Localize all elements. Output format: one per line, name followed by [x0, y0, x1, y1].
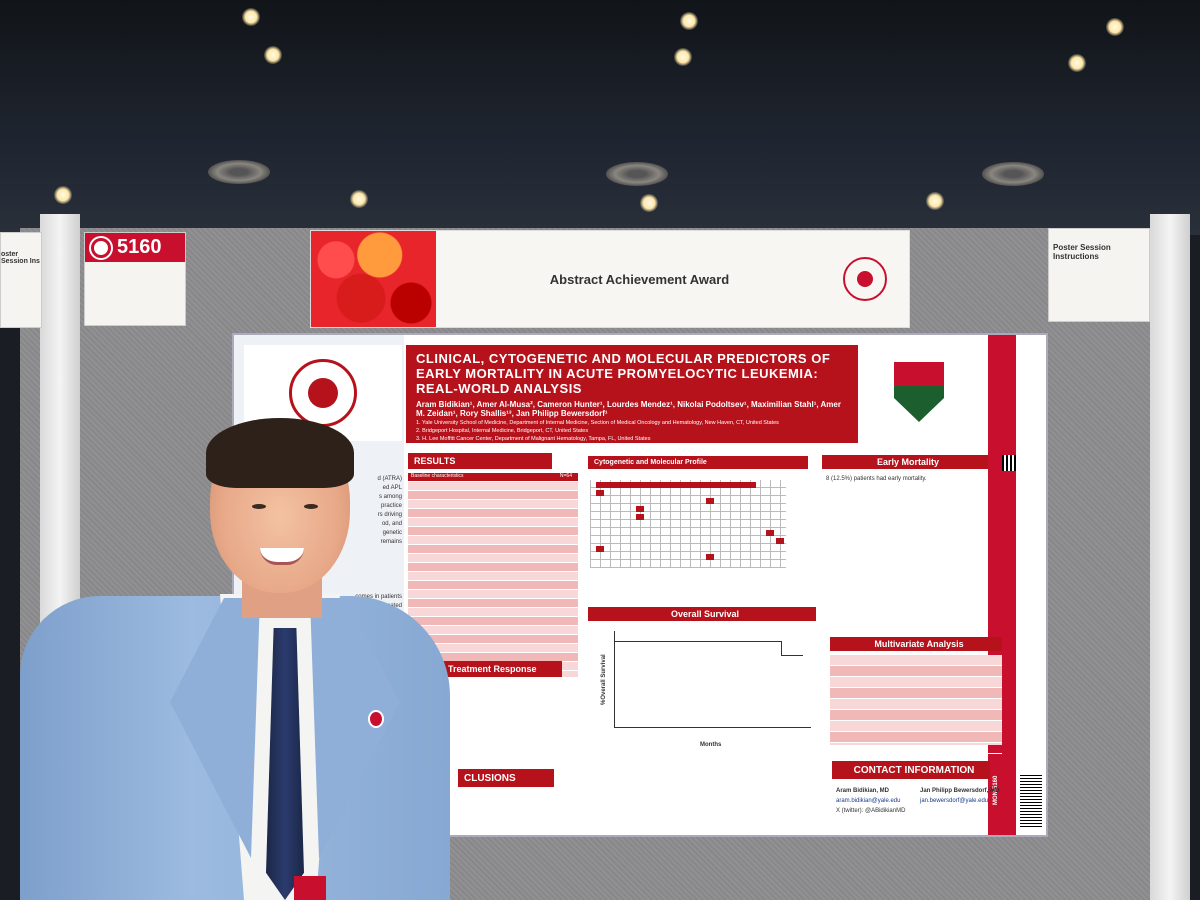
ceiling-light [680, 12, 698, 30]
ceiling-light [926, 192, 944, 210]
yale-crest [864, 349, 974, 435]
eye-icon [304, 504, 318, 509]
ceiling-light [54, 186, 72, 204]
contact-email-2[interactable]: jan.bewersdorf@yale.edu [920, 798, 989, 804]
contact-email-1[interactable]: aram.bidikian@yale.edu [836, 798, 901, 804]
blood-cells-graphic [311, 231, 436, 327]
shield-icon [894, 362, 944, 422]
baseline-header: Baseline characteristics N=64 [408, 473, 578, 482]
lapel-pin-icon [368, 710, 384, 728]
lanyard-badge [294, 876, 326, 900]
section-conclusions: CLUSIONS [458, 769, 554, 787]
section-results: RESULTS [408, 453, 552, 469]
qr-code-icon [1002, 455, 1018, 471]
ceiling-light [264, 46, 282, 64]
contact-name-1: Aram Bidikian, MD [836, 788, 890, 794]
early-mortality-text: 8 (12.5%) patients had early mortality. [826, 476, 927, 482]
instructions-title: Poster Session Instructions [1053, 243, 1111, 261]
booth-number-card: 5160 [84, 232, 186, 326]
award-title: Abstract Achievement Award [549, 271, 730, 287]
affiliation-2: 2. Bridgeport Hospital, Internal Medicin… [416, 428, 589, 434]
survival-ylabel: %Overall Survival [601, 654, 607, 705]
instructions-card-left: oster Session Ins [0, 232, 42, 328]
section-multivariate: Multivariate Analysis [830, 637, 1002, 651]
section-cytogenetic: Cytogenetic and Molecular Profile [588, 456, 808, 469]
smile [260, 548, 304, 565]
affiliation-3: 3. H. Lee Moffitt Cancer Center, Departm… [416, 436, 651, 442]
necktie [266, 628, 304, 900]
ceiling-light [640, 194, 658, 212]
left-fragment-text: d (ATRA) ed APL s among practice rs driving o… [377, 476, 402, 545]
poster-side-strip [988, 335, 1016, 835]
booth-number: 5160 [85, 233, 185, 262]
ash-logo-icon [843, 257, 887, 301]
display-post-right [1150, 214, 1190, 900]
cytogenetic-heatmap [590, 480, 786, 568]
booth-number-text: 5160 [117, 236, 162, 258]
poster-authors: Aram Bidikian¹, Amer Al-Musa², Cameron H… [416, 400, 841, 418]
baseline-table: Baseline characteristics N=64 [408, 473, 578, 677]
ceiling-light [350, 190, 368, 208]
ceiling-light [1068, 54, 1086, 72]
presenter [20, 418, 450, 900]
ceiling-light [674, 48, 692, 66]
ceiling-light [242, 8, 260, 26]
barcode [1020, 775, 1042, 827]
ash-logo-icon [289, 359, 357, 427]
ceiling-vent [606, 162, 668, 186]
affiliation-1: 1. Yale University School of Medicine, D… [416, 420, 779, 426]
hair [206, 418, 354, 488]
section-early-mortality: Early Mortality [822, 455, 988, 469]
ceiling [0, 0, 1200, 235]
multivariate-table [830, 655, 1002, 754]
survival-curve [614, 631, 811, 728]
survival-xlabel: Months [700, 742, 722, 748]
ceiling-vent [982, 162, 1044, 186]
ceiling-vent [208, 160, 270, 184]
contact-name-2: Jan Philipp Bewersdorf, MD [920, 788, 1000, 794]
ceiling-light [1106, 18, 1124, 36]
award-banner: Abstract Achievement Award [310, 230, 910, 328]
section-treatment-response: Treatment Response [442, 661, 562, 677]
poster-title: CLINICAL, CYTOGENETIC AND MOLECULAR PRED… [416, 351, 831, 396]
ash-logo-icon [91, 237, 111, 258]
instructions-card-right: Poster Session Instructions [1048, 228, 1150, 322]
contact-twitter[interactable]: X (twitter): @ABidikianMD [836, 808, 906, 814]
section-contact: CONTACT INFORMATION [832, 761, 990, 779]
instructions-left-fragment: oster Session Ins [1, 251, 40, 265]
section-overall-survival: Overall Survival [588, 607, 816, 621]
poster-header: CLINICAL, CYTOGENETIC AND MOLECULAR PRED… [406, 345, 858, 443]
eye-icon [252, 504, 266, 509]
